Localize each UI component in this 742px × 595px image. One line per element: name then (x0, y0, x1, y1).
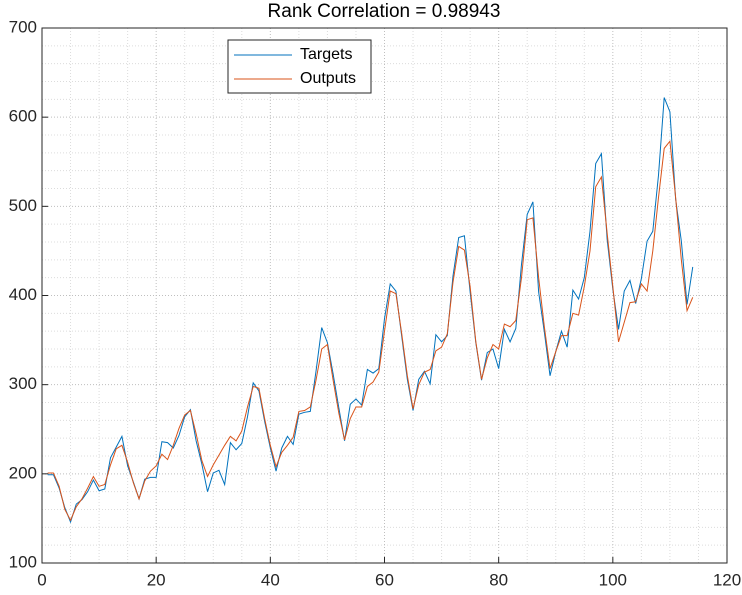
ticks: 0 20 40 60 80 100 120 100 200 300 400 500 600 700 (9, 17, 742, 589)
y-tick-label: 600 (9, 107, 37, 126)
x-tick-label: 120 (713, 570, 741, 589)
y-tick-label: 200 (9, 463, 37, 482)
y-tick-label: 300 (9, 374, 37, 393)
legend-label: Outputs (300, 70, 356, 87)
series-line (47, 97, 694, 524)
grid (41, 27, 728, 564)
x-tick-label: 80 (489, 570, 508, 589)
legend-box (227, 39, 372, 94)
y-tick-label: 400 (9, 285, 37, 304)
lines (47, 97, 694, 524)
x-tick-label: 40 (261, 570, 280, 589)
x-tick-label: 100 (599, 570, 627, 589)
legend: Targets Outputs (227, 39, 372, 94)
y-tick-label: 100 (9, 552, 37, 571)
y-tick-label: 500 (9, 196, 37, 215)
x-tick-label: 0 (37, 570, 46, 589)
y-tick-label: 700 (9, 17, 37, 36)
series-line (47, 139, 694, 522)
chart-title: Rank Correlation = 0.98943 (268, 1, 501, 22)
legend-label: Targets (300, 46, 352, 63)
x-tick-label: 20 (147, 570, 166, 589)
x-tick-label: 60 (375, 570, 394, 589)
